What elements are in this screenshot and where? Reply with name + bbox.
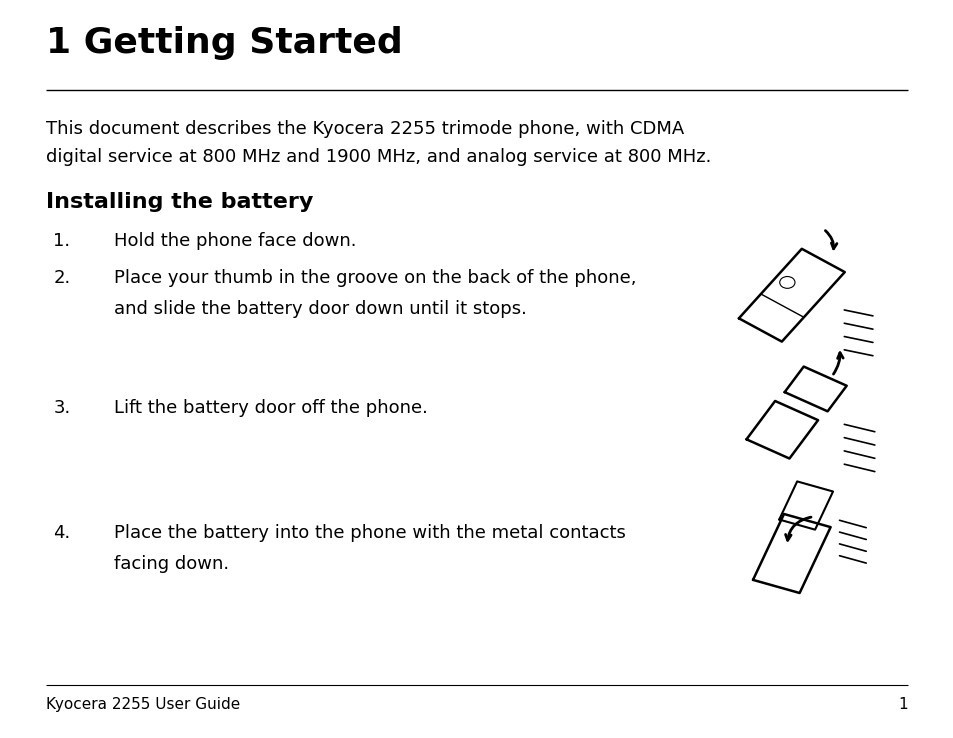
Text: This document describes the Kyocera 2255 trimode phone, with CDMA: This document describes the Kyocera 2255… [46, 120, 683, 137]
Text: 1 Getting Started: 1 Getting Started [46, 26, 402, 60]
Text: 2.: 2. [53, 269, 71, 287]
Text: Hold the phone face down.: Hold the phone face down. [114, 232, 356, 250]
Text: and slide the battery door down until it stops.: and slide the battery door down until it… [114, 300, 527, 318]
Text: facing down.: facing down. [114, 555, 230, 573]
Text: Place the battery into the phone with the metal contacts: Place the battery into the phone with th… [114, 524, 626, 542]
Text: 3.: 3. [53, 399, 71, 416]
Text: 1.: 1. [53, 232, 71, 250]
Text: digital service at 800 MHz and 1900 MHz, and analog service at 800 MHz.: digital service at 800 MHz and 1900 MHz,… [46, 148, 710, 165]
Text: Lift the battery door off the phone.: Lift the battery door off the phone. [114, 399, 428, 416]
Text: Installing the battery: Installing the battery [46, 192, 313, 212]
Text: 1: 1 [898, 697, 907, 712]
Text: Kyocera 2255 User Guide: Kyocera 2255 User Guide [46, 697, 240, 712]
Text: 4.: 4. [53, 524, 71, 542]
Text: Place your thumb in the groove on the back of the phone,: Place your thumb in the groove on the ba… [114, 269, 637, 287]
